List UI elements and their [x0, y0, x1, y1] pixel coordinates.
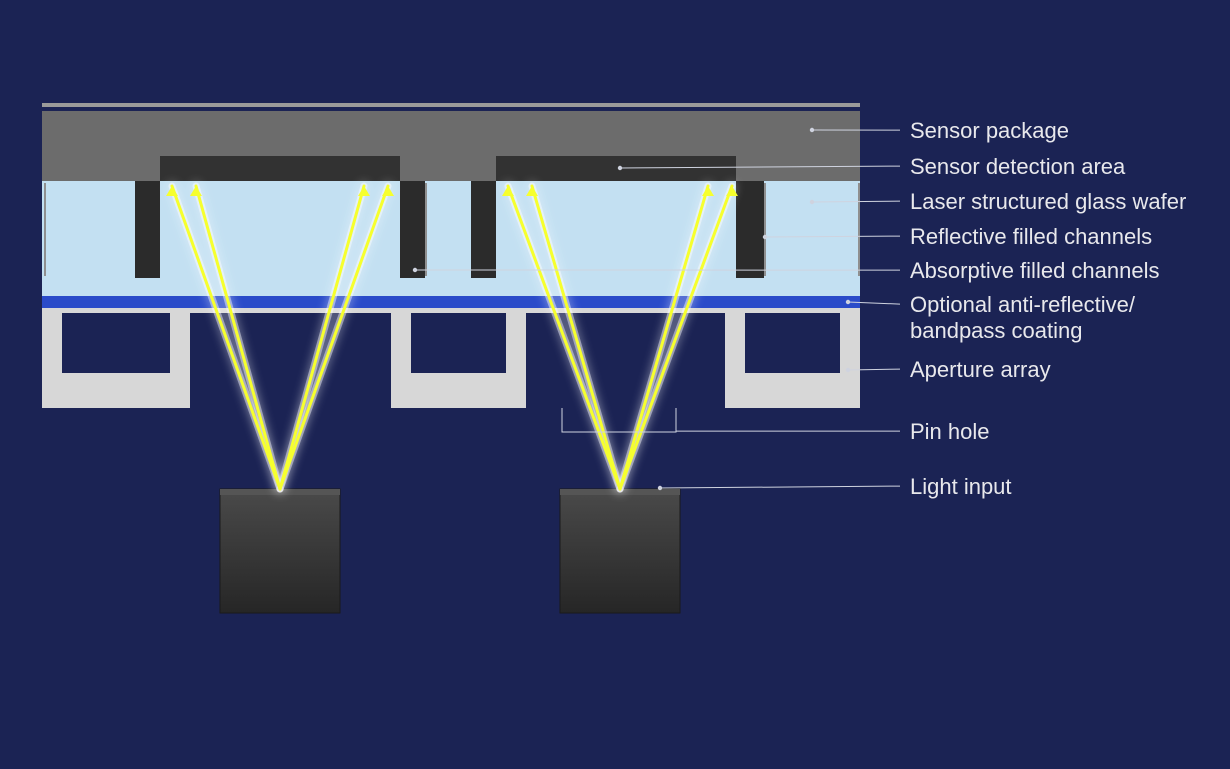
aperture-strut — [506, 313, 526, 373]
label-sensor-detection: Sensor detection area — [910, 154, 1125, 180]
reflective-channel — [425, 183, 427, 276]
aperture-strut — [840, 313, 860, 373]
aperture-strut — [42, 313, 62, 373]
label-reflective-channels: Reflective filled channels — [910, 224, 1152, 250]
absorptive-channel — [400, 181, 425, 278]
aperture-strut — [170, 313, 190, 373]
aperture-base — [391, 373, 526, 408]
light-input-box — [220, 489, 340, 613]
absorptive-channel — [135, 181, 160, 278]
diagram-canvas: Sensor package Sensor detection area Laser… — [0, 0, 1230, 769]
sensor-package-top-edge — [42, 103, 860, 107]
label-absorptive-channels: Absorptive filled channels — [910, 258, 1159, 284]
label-sensor-package: Sensor package — [910, 118, 1069, 144]
aperture-strut — [391, 313, 411, 373]
reflective-channel — [44, 183, 46, 276]
absorptive-channel — [471, 181, 496, 278]
reflective-channel — [764, 183, 766, 276]
diagram-svg — [0, 0, 1230, 769]
light-input-box — [560, 489, 680, 613]
label-aperture-array: Aperture array — [910, 357, 1051, 383]
coating — [42, 296, 860, 308]
aperture-base — [42, 373, 190, 408]
reflective-channel — [858, 183, 860, 276]
label-light-input: Light input — [910, 474, 1012, 500]
label-pin-hole: Pin hole — [910, 419, 990, 445]
aperture-strut — [725, 313, 745, 373]
label-glass-wafer: Laser structured glass wafer — [910, 189, 1186, 215]
sensor-detection-area — [496, 156, 736, 181]
sensor-detection-area — [160, 156, 400, 181]
label-coating: Optional anti-reflective/ bandpass coati… — [910, 292, 1135, 345]
absorptive-channel — [736, 181, 764, 278]
aperture-top-rail — [42, 308, 860, 313]
aperture-base — [725, 373, 860, 408]
